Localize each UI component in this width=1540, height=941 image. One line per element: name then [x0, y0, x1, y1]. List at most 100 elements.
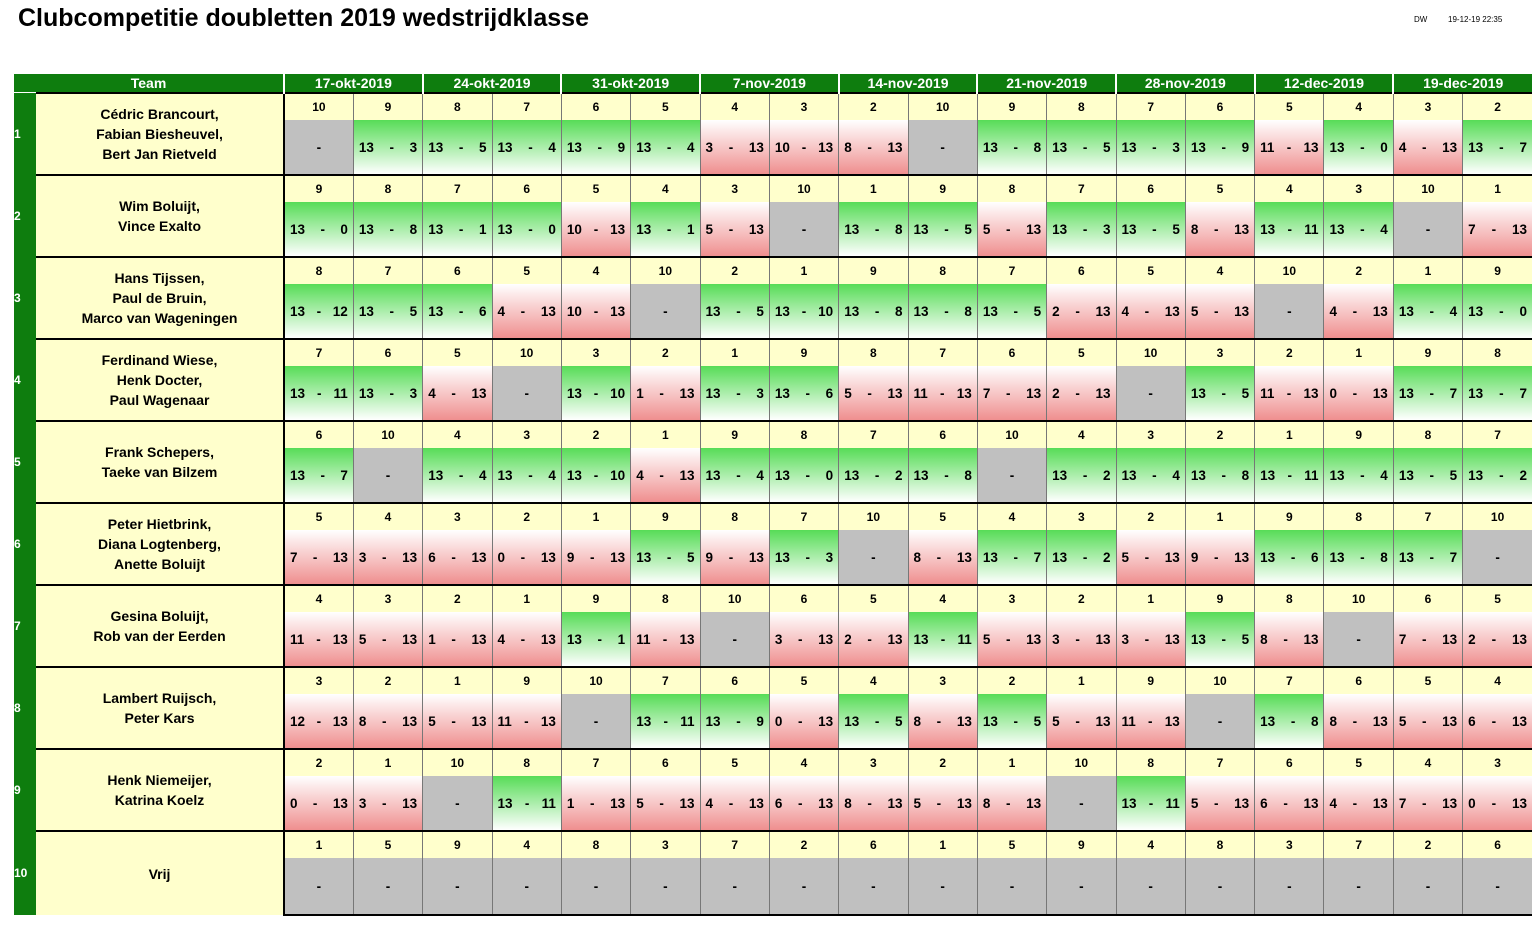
- score-own: 13: [290, 385, 306, 401]
- score-separator: -: [1082, 221, 1088, 237]
- score-cell-loss: 4-13: [491, 284, 562, 340]
- score-separator: -: [1287, 221, 1292, 237]
- score-opponent: 11: [680, 713, 695, 729]
- score-separator: -: [316, 631, 321, 647]
- bye-cell: -: [1184, 694, 1255, 750]
- opponent-number: 3: [768, 92, 839, 120]
- score-own: 3: [358, 549, 367, 565]
- score-separator: -: [458, 139, 464, 155]
- score-separator: -: [798, 631, 803, 647]
- bye-cell: -: [768, 858, 839, 916]
- score-cell-loss: 3-13: [768, 612, 839, 668]
- score-cell-loss: 11-13: [907, 366, 978, 422]
- score-own: 5: [1398, 713, 1407, 729]
- score-separator: -: [451, 385, 456, 401]
- score-opponent: 5: [1033, 713, 1042, 729]
- score-own: 3: [1121, 631, 1130, 647]
- team-row: 7 Gesina Boluijt, Rob van der Eerden 4 3 2 1 9…: [14, 584, 1532, 667]
- score-opponent: 13: [1511, 221, 1527, 237]
- opponent-number: 7: [1115, 92, 1186, 120]
- team-row: 5 Frank Schepers, Taeke van Bilzem 6 10 4 3 2 1…: [14, 420, 1532, 503]
- opponent-number: 2: [976, 666, 1047, 694]
- score-own: 13: [1121, 221, 1137, 237]
- score-own: 13: [290, 467, 306, 483]
- opponent-number: 10: [1462, 502, 1532, 530]
- score-cell-win: 13-5: [1046, 120, 1116, 176]
- opponent-number: 5: [1392, 666, 1463, 694]
- score-cell-win: 13-8: [1323, 530, 1394, 586]
- score-cell-loss: 5-13: [699, 202, 770, 258]
- opponent-number: 9: [1254, 502, 1324, 530]
- score-cell-win: 13-11: [491, 776, 562, 832]
- score-separator: -: [316, 303, 322, 319]
- score-own: 13: [290, 303, 306, 319]
- score-separator: -: [451, 549, 456, 565]
- score-opponent: 4: [1380, 221, 1388, 237]
- score-separator: -: [1213, 795, 1219, 811]
- score-separator: -: [663, 713, 668, 729]
- score-own: 13: [1468, 139, 1484, 155]
- bye-cell: -: [907, 120, 978, 176]
- team-row: 4 Ferdinand Wiese, Henk Docter, Paul Wage…: [14, 338, 1532, 421]
- score-own: 13: [705, 303, 721, 319]
- score-cell-win: 13-8: [1184, 448, 1255, 504]
- score-separator: -: [1499, 303, 1504, 319]
- opponent-number: 9: [560, 584, 631, 612]
- score-cell-win: 13-0: [768, 448, 839, 504]
- score-opponent: 4: [548, 467, 556, 483]
- opponent-number: 3: [699, 174, 770, 202]
- score-cell-win: 13-5: [1392, 448, 1463, 504]
- opponent-number: 4: [422, 420, 493, 448]
- score-cell-win: 13-6: [1254, 530, 1324, 586]
- score-opponent: 13: [887, 139, 903, 155]
- score-cell-loss: 4-13: [1115, 284, 1186, 340]
- opponent-number: 3: [1392, 92, 1463, 120]
- score-separator: -: [1013, 303, 1019, 319]
- score-separator: -: [1429, 385, 1435, 401]
- score-cell-loss: 10-13: [768, 120, 839, 176]
- score-separator: -: [1082, 139, 1088, 155]
- score-cell-loss: 11-13: [630, 612, 701, 668]
- score-separator: -: [1283, 631, 1288, 647]
- score-cell-loss: 5-13: [1115, 530, 1186, 586]
- score-opponent: 13: [887, 385, 903, 401]
- score-cell-loss: 0-13: [1462, 776, 1532, 832]
- opponent-number: 10: [422, 748, 493, 776]
- score-separator: -: [1360, 221, 1365, 237]
- score-separator: -: [389, 221, 395, 237]
- score-separator: -: [1290, 713, 1296, 729]
- bye-cell: -: [1254, 284, 1324, 340]
- score-own: 7: [290, 549, 298, 565]
- score-cell-win: 13-11: [1254, 202, 1324, 258]
- score-own: 13: [1190, 385, 1206, 401]
- bye-dash: -: [1079, 878, 1084, 894]
- score-opponent: 13: [1234, 303, 1250, 319]
- bye-dash: -: [1356, 631, 1361, 647]
- score-own: 13: [497, 467, 513, 483]
- score-opponent: 13: [1511, 631, 1527, 647]
- score-separator: -: [524, 713, 529, 729]
- score-separator: -: [1283, 795, 1288, 811]
- opponent-number: 8: [1462, 338, 1532, 366]
- bye-cell: -: [976, 858, 1047, 916]
- score-own: 13: [358, 139, 374, 155]
- score-cell-win: 13-5: [976, 284, 1047, 340]
- score-own: 4: [636, 467, 644, 483]
- opponent-number: 4: [630, 174, 701, 202]
- score-opponent: 8: [1241, 467, 1250, 483]
- score-separator: -: [736, 467, 741, 483]
- score-cell-win: 13-8: [907, 284, 978, 340]
- opponent-number: 6: [491, 174, 562, 202]
- score-opponent: 5: [1102, 139, 1111, 155]
- score-cell-win: 13-6: [422, 284, 493, 340]
- score-separator: -: [1013, 139, 1019, 155]
- score-cell-loss: 5-13: [1184, 284, 1255, 340]
- opponent-number: 6: [1323, 666, 1394, 694]
- score-opponent: 13: [1511, 795, 1527, 811]
- score-own: 13: [1260, 549, 1276, 565]
- competition-table: Team 17-okt-2019 24-okt-2019 31-okt-2019 7-n…: [14, 74, 1532, 916]
- score-opponent: 13: [402, 713, 418, 729]
- team-name: Lambert Ruijsch, Peter Kars: [36, 666, 286, 749]
- opponent-number: 10: [838, 502, 909, 530]
- score-opponent: 13: [956, 385, 972, 401]
